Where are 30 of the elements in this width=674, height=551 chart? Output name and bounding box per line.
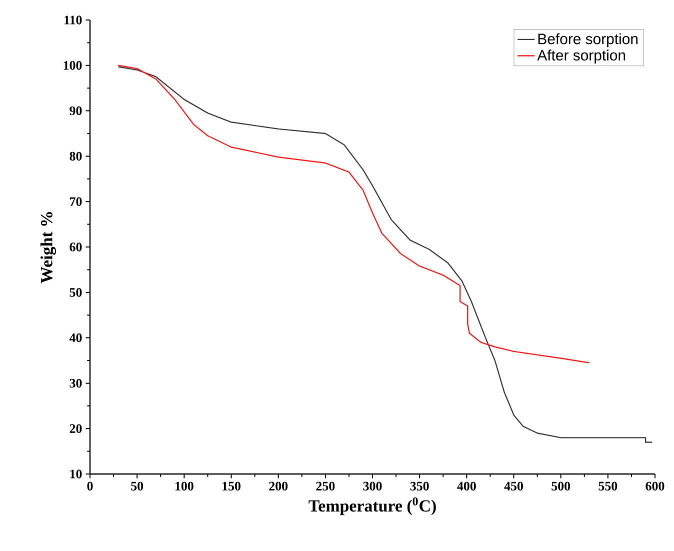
y-tick-label: 50 bbox=[70, 288, 82, 297]
x-tick-label: 500 bbox=[552, 482, 570, 491]
y-tick-label: 90 bbox=[70, 106, 82, 116]
x-tick-label: 550 bbox=[598, 482, 618, 491]
y-tick-label: 20 bbox=[70, 424, 82, 433]
y-tick-label: 10 bbox=[70, 470, 82, 478]
x-axis-title: Temperature ($^{0}$C) bbox=[308, 497, 436, 516]
x-tick-label: 100 bbox=[175, 482, 194, 491]
legend-label: After sorption bbox=[537, 50, 626, 64]
y-tick-label: 40 bbox=[69, 333, 82, 342]
y-tick-label: 30 bbox=[70, 378, 82, 388]
x-tick-label: 200 bbox=[269, 482, 288, 491]
line-series bbox=[118, 64, 590, 364]
x-tick-label: 0 bbox=[87, 482, 93, 491]
y-axis-title: Weight % bbox=[40, 212, 56, 284]
y-tick-label: 60 bbox=[70, 242, 82, 252]
y-tick-label: 110 bbox=[64, 16, 82, 24]
x-tick-label: 600 bbox=[646, 482, 664, 491]
legend-label: Before sorption bbox=[538, 33, 638, 48]
x-tick-label: 250 bbox=[316, 482, 335, 491]
y-tick-label: 80 bbox=[70, 152, 82, 161]
y-tick-label: 100 bbox=[64, 61, 82, 70]
x-tick-label: 50 bbox=[131, 482, 144, 491]
line-series bbox=[118, 66, 653, 443]
x-tick-label: 150 bbox=[222, 482, 240, 491]
x-tick-label: 300 bbox=[363, 482, 382, 491]
y-tick-label: 70 bbox=[70, 197, 82, 206]
x-tick-label: 400 bbox=[457, 482, 476, 491]
x-tick-label: 450 bbox=[504, 482, 523, 491]
x-tick-label: 350 bbox=[410, 482, 429, 491]
